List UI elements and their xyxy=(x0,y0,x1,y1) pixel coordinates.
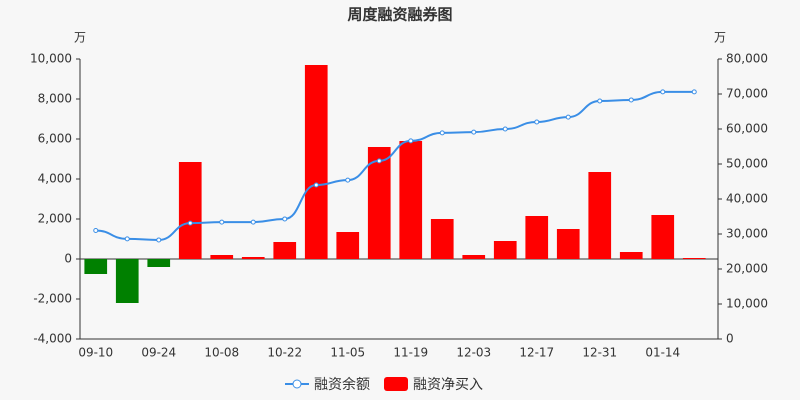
line-marker xyxy=(282,216,288,222)
y-unit: 万 xyxy=(74,31,86,45)
y-tick-label: 8,000 xyxy=(38,92,72,106)
line-marker xyxy=(471,129,477,135)
legend-marker xyxy=(292,379,302,389)
bar xyxy=(210,255,234,259)
x-tick-label: 10-22 xyxy=(267,346,302,360)
bar xyxy=(399,141,423,259)
bar xyxy=(430,219,454,259)
line-marker xyxy=(597,98,603,104)
y-tick-label: 10,000 xyxy=(30,52,72,66)
bar xyxy=(525,216,549,259)
y2-tick-label: 70,000 xyxy=(726,87,768,101)
y-tick-label: 2,000 xyxy=(38,212,72,226)
x-tick-label: 11-05 xyxy=(330,346,365,360)
bar xyxy=(273,242,297,259)
bar xyxy=(682,258,706,259)
bar xyxy=(84,259,108,274)
x-tick-label: 01-14 xyxy=(645,346,680,360)
x-tick-label: 09-10 xyxy=(78,346,113,360)
y2-tick-label: 30,000 xyxy=(726,227,768,241)
x-tick-label: 09-24 xyxy=(141,346,176,360)
bar xyxy=(462,255,486,259)
bar xyxy=(619,252,643,259)
line-marker xyxy=(660,89,666,95)
y-tick-label: -2,000 xyxy=(33,292,72,306)
line xyxy=(95,90,695,241)
x-tick-label: 12-03 xyxy=(456,346,491,360)
bar xyxy=(178,162,202,259)
x-tick-label: 12-17 xyxy=(519,346,554,360)
bar xyxy=(336,232,360,259)
bar xyxy=(304,65,328,259)
bar xyxy=(588,172,612,259)
y2-tick-label: 60,000 xyxy=(726,122,768,136)
bar xyxy=(241,257,265,259)
y2-tick-label: 80,000 xyxy=(726,52,768,66)
bar xyxy=(115,259,139,303)
legend-label: 融资净买入 xyxy=(413,377,483,393)
line-marker xyxy=(691,89,697,95)
line-marker xyxy=(439,130,445,136)
y-tick-label: 4,000 xyxy=(38,172,72,186)
legend-label: 融资余额 xyxy=(314,376,370,393)
legend-swatch xyxy=(384,377,408,391)
y-tick-label: -4,000 xyxy=(33,332,72,346)
line-marker xyxy=(502,126,508,132)
line-marker xyxy=(156,237,162,243)
y2-tick-label: 20,000 xyxy=(726,262,768,276)
y2-tick-label: 40,000 xyxy=(726,192,768,206)
line-marker xyxy=(376,158,382,164)
bar xyxy=(147,259,171,267)
x-tick-label: 12-31 xyxy=(582,346,617,360)
chart-title: 周度融资融券图 xyxy=(347,6,452,24)
y-tick-label: 6,000 xyxy=(38,132,72,146)
line-marker xyxy=(124,236,130,242)
y2-tick-label: 10,000 xyxy=(726,297,768,311)
x-tick-label: 10-08 xyxy=(204,346,239,360)
y2-tick-label: 0 xyxy=(726,332,734,346)
line-marker xyxy=(565,114,571,120)
y2-tick-label: 50,000 xyxy=(726,157,768,171)
line-marker xyxy=(313,182,319,188)
bar xyxy=(493,241,517,259)
bar xyxy=(556,229,580,259)
y2-unit: 万 xyxy=(714,31,726,45)
line-marker xyxy=(534,119,540,125)
line-marker xyxy=(408,138,414,144)
line-marker xyxy=(345,177,351,183)
line-marker xyxy=(628,97,634,103)
line-marker xyxy=(187,220,193,226)
x-tick-label: 11-19 xyxy=(393,346,428,360)
y-tick-label: 0 xyxy=(64,252,72,266)
line-marker xyxy=(93,228,99,233)
bar xyxy=(651,215,675,259)
line-marker xyxy=(250,219,256,225)
bar xyxy=(367,147,391,259)
line-marker xyxy=(219,219,225,225)
